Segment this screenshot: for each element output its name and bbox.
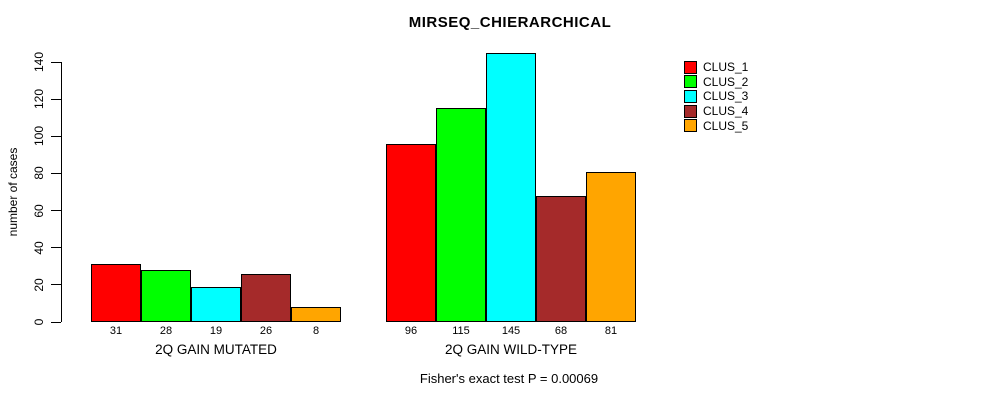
bar-value-label: 115: [452, 325, 470, 337]
bar-value-label: 26: [259, 325, 273, 337]
y-axis-tick-mark: [51, 172, 61, 174]
legend-swatch-clus_4: [684, 104, 697, 118]
bar-clus_3-2: [486, 52, 536, 322]
legend-label: CLUS_3: [703, 89, 749, 104]
bar-value-label: 19: [209, 325, 223, 337]
y-axis-tick-mark: [51, 210, 61, 212]
y-axis-tick-label: 120: [32, 89, 46, 110]
bar-clus_5-1: [291, 307, 341, 322]
bar-clus_4-1: [241, 273, 291, 322]
legend-row: CLUS_5: [684, 118, 749, 133]
y-axis-tick-label: 80: [32, 166, 46, 181]
y-axis-tick-label: 140: [32, 51, 46, 73]
y-axis-tick-mark: [51, 135, 61, 137]
bar-clus_2-1: [141, 270, 191, 322]
bar-clus_1-1: [91, 264, 141, 322]
y-axis-tick-label: 20: [32, 278, 46, 292]
bar-value-label: 28: [159, 325, 173, 337]
y-axis-tick-label: 0: [32, 318, 46, 326]
fisher-test-annotation: Fisher's exact test P = 0.00069: [419, 371, 599, 386]
legend-swatch-clus_1: [684, 60, 697, 74]
bar-clus_3-1: [191, 286, 241, 322]
y-axis-tick-mark: [51, 98, 61, 100]
legend-swatch-clus_5: [684, 119, 697, 133]
group-label: 2Q GAIN WILD-TYPE: [444, 342, 578, 357]
y-axis-tick-mark: [51, 284, 61, 286]
legend-row: CLUS_3: [684, 89, 749, 104]
bar-value-label: 8: [312, 325, 320, 337]
bar-value-label: 68: [554, 325, 568, 337]
bar-value-label: 96: [404, 325, 418, 337]
y-axis-tick-label: 60: [32, 203, 46, 218]
y-axis-tick-mark: [51, 247, 61, 249]
bar-clus_5-2: [586, 171, 636, 322]
bar-clus_1-2: [386, 143, 436, 322]
legend-label: CLUS_5: [703, 118, 749, 133]
group-label: 2Q GAIN MUTATED: [155, 342, 277, 357]
legend-label: CLUS_1: [703, 60, 749, 74]
y-axis-tick-label: 40: [32, 241, 46, 255]
legend-row: CLUS_4: [684, 104, 749, 119]
bar-value-label: 31: [109, 325, 123, 337]
y-axis-tick-label: 100: [32, 126, 46, 147]
legend-swatch-clus_3: [684, 89, 697, 103]
legend-row: CLUS_2: [684, 74, 749, 89]
legend: CLUS_1 CLUS_2 CLUS_3 CLUS_4 CLUS_5: [684, 60, 749, 134]
bar-value-label: 81: [604, 325, 618, 337]
legend-row: CLUS_1: [684, 60, 749, 74]
legend-label: CLUS_2: [703, 74, 749, 89]
y-axis-tick-mark: [51, 61, 61, 63]
chart-title: MIRSEQ_CHIERARCHICAL: [408, 14, 612, 31]
y-axis-tick-mark: [51, 321, 61, 323]
bar-clus_4-2: [536, 195, 586, 322]
bar-value-label: 145: [501, 325, 521, 337]
y-axis-line: [61, 62, 62, 322]
y-axis-title: number of cases: [6, 147, 20, 237]
legend-swatch-clus_2: [684, 75, 697, 89]
legend-label: CLUS_4: [703, 104, 749, 119]
bar-clus_2-2: [436, 108, 486, 322]
